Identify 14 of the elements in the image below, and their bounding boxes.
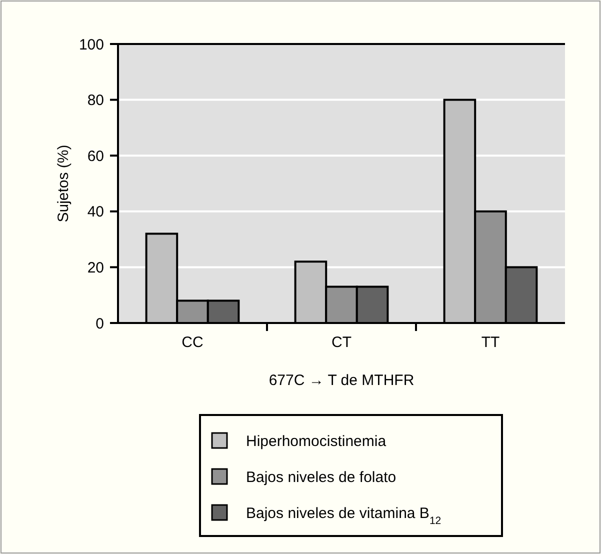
- y-axis-title: Sujetos (%): [55, 144, 72, 222]
- x-tick-label: CC: [182, 334, 204, 351]
- legend-label: Bajos niveles de vitamina B$_{12}$: [246, 505, 442, 527]
- legend-label: Hiperhomocistinemia: [246, 433, 387, 450]
- y-tick-label: 0: [96, 315, 104, 332]
- y-tick-label: 60: [87, 148, 104, 165]
- y-tick-label: 80: [87, 92, 104, 110]
- x-axis-title: 677C → T de MTHFR: [268, 372, 414, 389]
- y-tick-label: 20: [87, 259, 104, 276]
- y-tick-label: 40: [87, 204, 104, 221]
- legend-label: Bajos niveles de folato: [246, 469, 396, 486]
- x-tick-label: CT: [332, 334, 352, 351]
- x-tick-label: TT: [481, 334, 500, 351]
- y-tick-label: 100: [78, 36, 104, 54]
